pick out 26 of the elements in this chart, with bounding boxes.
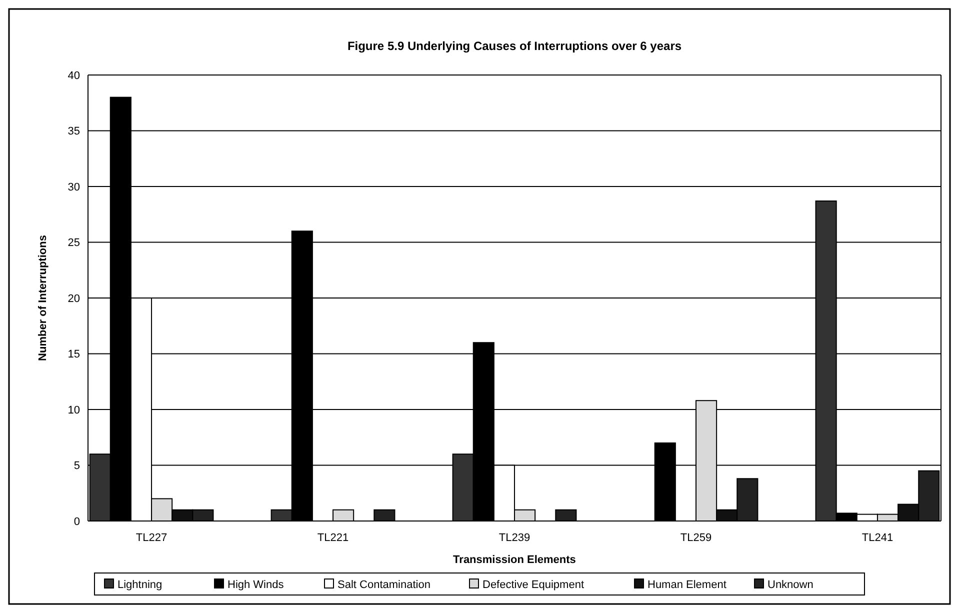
- legend-label: Salt Contamination: [338, 578, 430, 591]
- chart-title: Figure 5.9 Underlying Causes of Interruptions over 6 years: [347, 39, 682, 53]
- y-tick-label: 5: [74, 460, 80, 472]
- bar: [332, 509, 354, 522]
- y-axis-title: Number of Interruptions: [37, 235, 49, 361]
- x-tick-label: TL227: [136, 532, 168, 544]
- y-tick-label: 40: [68, 70, 80, 82]
- x-tick-label: TL239: [498, 532, 530, 544]
- y-tick-label: 20: [68, 292, 80, 305]
- x-tick-label: TL259: [680, 532, 712, 544]
- bar: [374, 509, 396, 522]
- y-tick-label: 30: [68, 181, 80, 194]
- y-tick-label: 25: [68, 237, 80, 250]
- y-tick-label: 35: [68, 126, 80, 138]
- x-axis-title: Transmission Elements: [453, 554, 576, 566]
- y-tick-label: 15: [68, 348, 80, 361]
- x-tick-label: TL221: [317, 532, 349, 544]
- bar: [555, 509, 577, 522]
- legend-label: Lightning: [118, 578, 162, 591]
- y-tick-label: 10: [68, 404, 80, 416]
- legend-label: Unknown: [768, 578, 814, 591]
- legend-label: Defective Equipment: [482, 578, 584, 591]
- legend-label: Human Element: [648, 578, 726, 591]
- x-tick-label: TL241: [862, 532, 894, 544]
- y-tick-label: 0: [74, 516, 80, 528]
- legend-label: High Winds: [228, 578, 284, 591]
